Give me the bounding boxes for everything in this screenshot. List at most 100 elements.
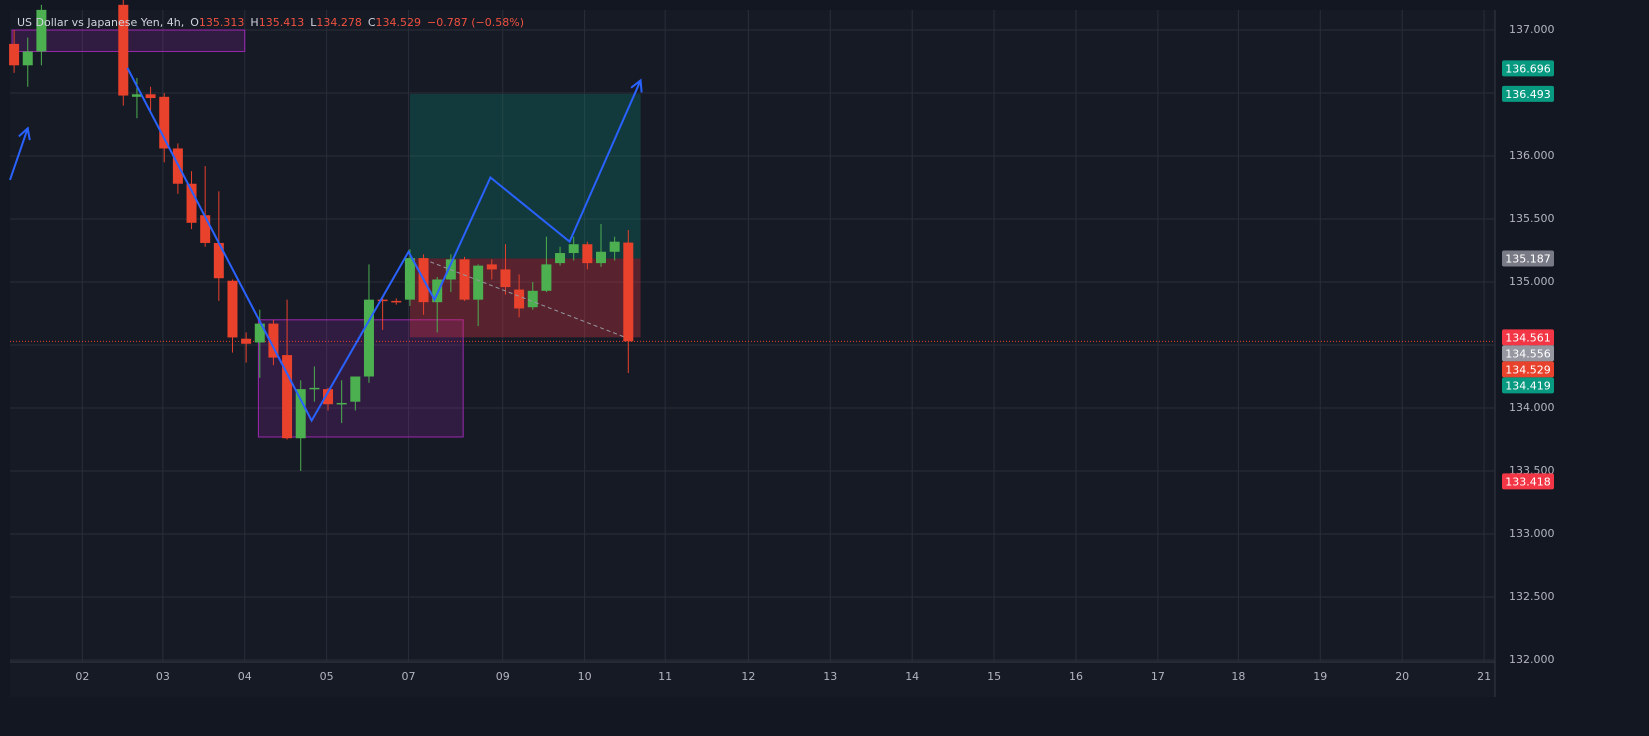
candle-body [200, 215, 211, 243]
candle-body [268, 323, 279, 358]
ohlc-key: L [310, 16, 317, 29]
ohlc-key: C [367, 16, 376, 29]
x-tick-label: 04 [238, 670, 252, 683]
price-tag-label: 134.561 [1505, 331, 1551, 344]
candle-body [241, 338, 252, 344]
x-tick-label: 19 [1313, 670, 1327, 683]
price-tag-label: 134.419 [1505, 379, 1551, 392]
candle-body [159, 96, 170, 149]
price-tag-label: 136.493 [1505, 88, 1551, 101]
y-tick-label: 137.000 [1509, 23, 1555, 36]
price-tag [1502, 60, 1554, 77]
price-tag-label: 136.696 [1505, 62, 1551, 75]
candle-body [131, 94, 142, 97]
candle-body [486, 264, 497, 270]
x-tick-label: 02 [75, 670, 89, 683]
candle-body [623, 242, 634, 342]
x-tick-label: 09 [496, 670, 510, 683]
candle-body [336, 402, 347, 405]
price-tag [1502, 473, 1554, 490]
candle-body [582, 244, 593, 264]
price-tag [1502, 345, 1554, 362]
candle-body [432, 279, 443, 303]
x-tick-label: 05 [320, 670, 334, 683]
x-tick-label: 11 [658, 670, 672, 683]
ohlc-value: 134.278 [316, 16, 362, 29]
x-tick-label: 10 [578, 670, 592, 683]
ohlc-key: O [190, 16, 199, 29]
price-tag [1502, 377, 1554, 394]
candle-body [350, 376, 361, 402]
projection-path [126, 67, 642, 423]
price-tag [1502, 361, 1554, 378]
projection-path [9, 127, 29, 181]
candle-body [473, 265, 484, 300]
zone-box [11, 29, 246, 52]
y-tick-label: 134.000 [1509, 401, 1555, 414]
candle-body [227, 280, 238, 338]
change: −0.787 (−0.58%) [427, 16, 524, 29]
candle-body [295, 389, 306, 439]
candle-body [541, 264, 552, 291]
y-tick-label: 132.000 [1509, 653, 1555, 666]
ohlc-value: 135.413 [258, 16, 305, 29]
price-tag [1502, 329, 1554, 346]
plot-area [10, 10, 1495, 697]
candle-body [404, 258, 415, 300]
x-tick-label: 03 [156, 670, 170, 683]
candle-body [514, 289, 525, 309]
loss-zone [409, 258, 641, 338]
candle-body [118, 4, 129, 96]
x-tick-label: 07 [402, 670, 416, 683]
ohlc-value: 134.529 [375, 16, 422, 29]
candle-body [254, 323, 265, 343]
symbol-title: US Dollar vs Japanese Yen, 4h, [17, 16, 185, 29]
x-tick-label: 21 [1477, 670, 1491, 683]
candle-body [459, 259, 470, 300]
x-tick-label: 20 [1395, 670, 1409, 683]
ohlc-key: H [250, 16, 259, 29]
candle-body [527, 290, 538, 308]
profit-zone [409, 93, 641, 259]
x-tick-label: 18 [1231, 670, 1245, 683]
candle-body [186, 183, 197, 223]
x-tick-label: 15 [987, 670, 1001, 683]
candle-body [309, 387, 320, 390]
x-tick-label: 16 [1069, 670, 1083, 683]
price-tag-label: 135.187 [1505, 252, 1551, 265]
candle-body [500, 269, 511, 288]
candle-body [36, 9, 47, 52]
symbol-header: US Dollar vs Japanese Yen, 4h, O135.313 H1… [17, 16, 524, 29]
candle-body [391, 300, 402, 303]
price-tag [1502, 85, 1554, 102]
price-tag [1502, 250, 1554, 267]
x-tick-label: 17 [1151, 670, 1165, 683]
arrow-head [18, 126, 31, 141]
y-tick-label: 133.000 [1509, 527, 1555, 540]
candle-body [555, 253, 566, 264]
y-tick-label: 132.500 [1509, 590, 1555, 603]
price-tag-label: 133.418 [1505, 475, 1551, 488]
candle-body [282, 355, 293, 439]
zone-box [257, 319, 464, 438]
candle-body [22, 51, 33, 66]
x-tick-label: 12 [741, 670, 755, 683]
candle-body [377, 299, 388, 302]
y-tick-label: 135.000 [1509, 275, 1555, 288]
y-tick-label: 136.000 [1509, 149, 1555, 162]
candle-body [595, 251, 606, 264]
candle-body [9, 43, 20, 66]
candle-body [609, 241, 620, 252]
candle-body [213, 242, 224, 279]
candle-body [323, 389, 334, 405]
x-tick-label: 13 [823, 670, 837, 683]
x-tick-label: 14 [905, 670, 919, 683]
candle-body [145, 94, 156, 99]
price-tag-label: 134.529 [1505, 363, 1551, 376]
price-tag-label: 134.556 [1505, 347, 1551, 360]
y-tick-label: 135.500 [1509, 212, 1555, 225]
candle-body [363, 299, 374, 377]
candle-body [568, 244, 579, 254]
